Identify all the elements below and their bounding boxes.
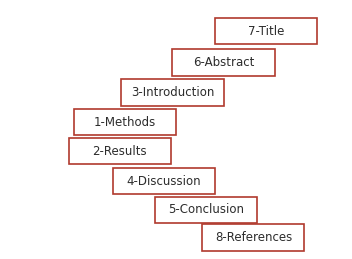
FancyBboxPatch shape [202, 224, 304, 251]
Text: 3-Introduction: 3-Introduction [131, 86, 214, 99]
Text: 5-Conclusion: 5-Conclusion [168, 203, 244, 216]
FancyBboxPatch shape [155, 197, 257, 223]
FancyBboxPatch shape [215, 18, 317, 44]
Text: 6-Abstract: 6-Abstract [193, 56, 254, 69]
FancyBboxPatch shape [172, 49, 275, 76]
FancyBboxPatch shape [74, 109, 176, 135]
FancyBboxPatch shape [113, 168, 215, 194]
Text: 7-Title: 7-Title [247, 25, 284, 38]
Text: 4-Discussion: 4-Discussion [126, 175, 201, 188]
Text: 8-References: 8-References [215, 231, 292, 244]
FancyBboxPatch shape [121, 79, 224, 105]
Text: 2-Results: 2-Results [92, 145, 147, 157]
Text: 1-Methods: 1-Methods [94, 116, 156, 129]
FancyBboxPatch shape [69, 138, 171, 164]
